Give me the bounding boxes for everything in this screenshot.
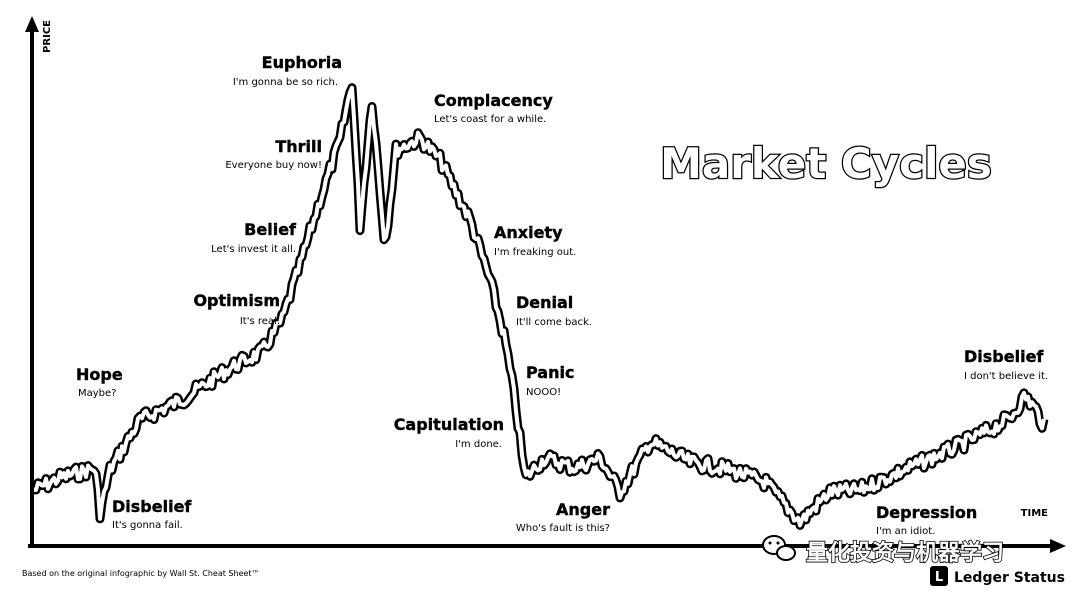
annotation-capitulation: Capitulation I'm done. [393,415,504,450]
annotation-title: Capitulation [394,415,504,434]
annotation-quote: Maybe? [78,388,116,399]
y-axis-arrow [25,16,39,32]
annotation-title: Optimism [193,291,280,310]
annotation-quote: It's gonna fail. [112,520,183,531]
annotation-title: Anxiety [494,223,563,242]
annotation-complacency: Complacency Let's coast for a while. [434,91,554,125]
annotation-quote: It's real. [240,316,280,327]
y-axis-label: PRICE [42,20,53,53]
annotation-belief: Belief Let's invest it all. [211,220,297,255]
annotation-quote: I'm freaking out. [494,247,576,258]
annotation-denial: Denial It'll come back. [516,293,592,328]
annotation-title: Denial [516,293,573,312]
annotation-panic: Panic NOOO! [526,363,575,398]
annotation-quote: NOOO! [526,387,561,398]
chart-title: Market Cycles [660,139,992,188]
annotation-quote: I'm done. [455,439,502,450]
annotation-title: Anger [556,500,610,519]
brand-name: Ledger Status [954,570,1065,586]
annotation-optimism: Optimism It's real. [193,291,280,327]
x-axis-arrow [1050,539,1066,553]
price-series [31,83,1049,530]
annotation-quote: Let's coast for a while. [434,114,546,125]
annotation-quote: Everyone buy now! [225,160,322,171]
annotation-anxiety: Anxiety I'm freaking out. [494,223,577,258]
annotation-quote: I don't believe it. [964,371,1048,382]
annotation-title: Hope [76,365,123,384]
ledger-logo-icon: L [930,566,948,586]
annotation-title: Disbelief [112,497,192,516]
annotation-title: Depression [876,503,977,522]
annotation-title: Panic [526,363,574,382]
annotation-title: Thrill [275,137,322,156]
watermark-text: 量化投资与机器学习 [806,540,1004,566]
annotation-euphoria: Euphoria I'm gonna be so rich. [233,53,342,88]
annotation-quote: Let's invest it all. [211,244,296,255]
credit-text: Based on the original infographic by Wal… [22,569,260,578]
annotation-anger: Anger Who's fault is this? [516,500,610,534]
price-line [34,85,1046,528]
annotation-disbelief-start: Disbelief It's gonna fail. [112,497,193,531]
annotation-quote: I'm gonna be so rich. [233,77,338,88]
annotation-quote: It'll come back. [516,317,592,328]
annotation-hope: Hope Maybe? [76,365,123,399]
annotation-disbelief-end: Disbelief I don't believe it. [964,347,1048,382]
x-axis-label: TIME [1021,508,1048,519]
annotation-quote: Who's fault is this? [516,523,610,534]
wechat-icon [762,535,796,561]
annotation-title: Complacency [434,91,553,110]
annotation-title: Belief [244,220,297,239]
annotation-depression: Depression I'm an idiot. [876,503,978,537]
annotation-title: Euphoria [262,53,342,72]
annotation-quote: I'm an idiot. [876,526,935,537]
svg-text:L: L [935,570,943,585]
annotation-title: Disbelief [964,347,1044,366]
annotation-thrill: Thrill Everyone buy now! [225,137,322,171]
